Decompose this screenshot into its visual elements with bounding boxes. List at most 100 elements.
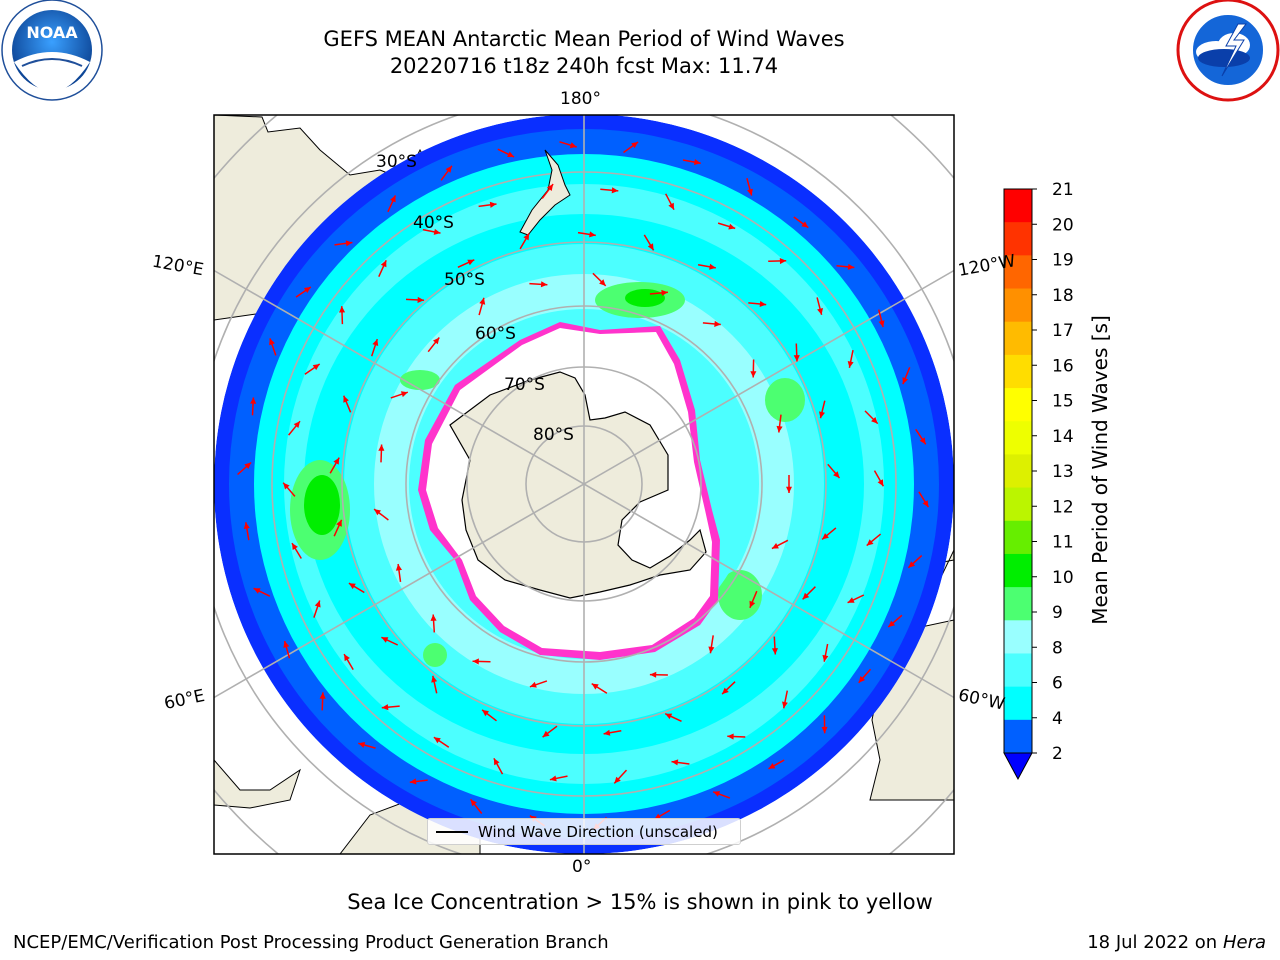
wave-direction-arrow-head (589, 231, 596, 238)
wave-direction-arrow-head (877, 479, 884, 487)
colorbar-swatch (1004, 255, 1032, 290)
wave-direction-arrow-head (343, 395, 349, 403)
wave-direction-arrow-head (665, 713, 673, 720)
wave-direction-arrow-head (243, 522, 250, 529)
legend-line-swatch (436, 831, 468, 833)
colorbar-tick-label: 4 (1052, 709, 1063, 729)
wave-direction-arrow-head (472, 658, 479, 665)
wave-direction-arrow-head (430, 614, 437, 621)
wave-direction-arrow-head (348, 583, 356, 590)
colorbar-tick-label: 9 (1052, 603, 1063, 623)
colorbar-swatch (1004, 189, 1032, 223)
colorbar-tick-label: 12 (1052, 497, 1074, 517)
wave-direction-arrow-head (817, 308, 823, 315)
wave-direction-arrow-head (759, 301, 767, 307)
colorbar-swatch (1004, 553, 1032, 588)
wave-direction-arrow-head (546, 184, 554, 191)
wave-direction-arrow-head (523, 233, 530, 241)
colorbar-tick-label: 19 (1052, 251, 1074, 271)
wave-direction-arrow-head (722, 687, 729, 695)
wave-direction-arrow-head (727, 733, 734, 740)
colorbar-swatch (1004, 222, 1032, 256)
antarctica (449, 371, 707, 599)
wave-direction-arrow-head (750, 371, 757, 378)
wave-direction-arrow-head (821, 726, 828, 734)
wave-direction-arrow-head (614, 776, 621, 784)
colorbar-swatch (1004, 421, 1032, 455)
wave-direction-arrow-head (833, 471, 840, 478)
colorbar-swatch (1004, 288, 1032, 323)
wave-direction-arrow-head (878, 320, 885, 328)
wave-direction-arrow-head (333, 457, 340, 465)
wave-direction-arrow-head (433, 337, 440, 345)
wave-direction-arrow-head (529, 681, 537, 688)
colorbar-tick-label: 13 (1052, 462, 1074, 482)
wave-direction-arrow-head (336, 519, 342, 527)
colorbar-tick-label: 16 (1052, 356, 1074, 376)
colorbar-tick-label: 11 (1052, 533, 1074, 553)
map-frame (213, 114, 955, 855)
wave-direction-arrow-head (395, 564, 402, 571)
colorbar-swatch (1004, 653, 1032, 688)
wave-direction-arrow-head (801, 221, 809, 228)
wave-direction-arrow-head (244, 462, 252, 469)
wave-direction-arrow-head (431, 675, 438, 683)
wave-direction-arrow-head (445, 165, 452, 173)
wave-direction-arrow-head (549, 775, 557, 782)
wave-direction-arrow-head (269, 338, 275, 346)
sea-ice-note: Sea Ice Concentration > 15% is shown in … (347, 890, 933, 914)
colorbar-swatch (1004, 487, 1032, 522)
colorbar-swatch (1004, 520, 1032, 555)
wave-direction-arrow-head (507, 151, 515, 157)
map-legend: Wind Wave Direction (unscaled) (427, 818, 741, 845)
colorbar-tick-label: 20 (1052, 215, 1074, 235)
colorbar-tick-label: 17 (1052, 321, 1074, 341)
legend-label: Wind Wave Direction (unscaled) (478, 823, 718, 841)
colorbar-swatch (1004, 388, 1032, 422)
lon-label-180: 180° (560, 89, 601, 109)
wave-direction-arrow-head (374, 509, 381, 516)
wave-direction-arrow-head (344, 654, 350, 662)
wave-direction-arrow-head (409, 778, 417, 785)
wave-direction-arrow-head (470, 799, 477, 807)
wave-direction-arrow-head (866, 539, 874, 546)
footer-date-text: 18 Jul 2022 on (1087, 932, 1223, 953)
wave-direction-arrow-head (433, 228, 441, 235)
wave-direction-arrow-head (400, 391, 408, 398)
colorbar-tick-label: 14 (1052, 427, 1074, 447)
wave-direction-arrow-head (250, 397, 257, 404)
footer-host: Hera (1222, 932, 1266, 953)
wave-direction-arrow-head (847, 361, 854, 368)
colorbar-tick-label: 6 (1052, 674, 1063, 694)
wave-direction-arrow-head (871, 417, 878, 424)
wave-direction-arrow-head (372, 339, 379, 346)
wave-direction-arrow-head (822, 654, 829, 662)
wave-direction-arrow-head (569, 142, 577, 149)
colorbar-extend-arrow (1003, 752, 1033, 781)
colorbar-swatch (1004, 454, 1032, 489)
lat-label-50s: 50°S (444, 270, 485, 290)
wave-direction-arrow-head (922, 500, 929, 508)
colorbar-tick-label: 10 (1052, 568, 1074, 588)
wave-direction-arrow-head (649, 671, 657, 678)
wave-direction-arrow-head (661, 289, 668, 296)
wave-direction-arrow-head (654, 813, 662, 820)
wave-direction-arrow-head (771, 648, 778, 655)
wave-direction-arrow-head (714, 320, 721, 327)
graticule (214, 115, 954, 854)
noaa-logo: NOAA (1, 0, 103, 101)
wave-direction-arrow-head (381, 637, 389, 643)
wave-direction-arrow-head (888, 620, 896, 627)
footer-credit: NCEP/EMC/Verification Post Processing Pr… (13, 932, 609, 953)
colorbar-swatch (1004, 719, 1032, 754)
wave-direction-arrow-head (776, 425, 783, 433)
wave-direction-arrow-head (303, 287, 311, 293)
wave-direction-arrow-head (819, 411, 825, 419)
colorbar-tick-label: 2 (1052, 744, 1063, 764)
wave-direction-arrow-head (858, 676, 866, 683)
wave-direction-arrow-head (314, 600, 321, 608)
colorbar-tick-label: 15 (1052, 392, 1074, 412)
wave-direction-arrow-head (253, 588, 261, 594)
colorbar-label: Mean Period of Wind Waves [s] (1088, 315, 1112, 625)
wave-direction-arrow-head (647, 243, 654, 251)
